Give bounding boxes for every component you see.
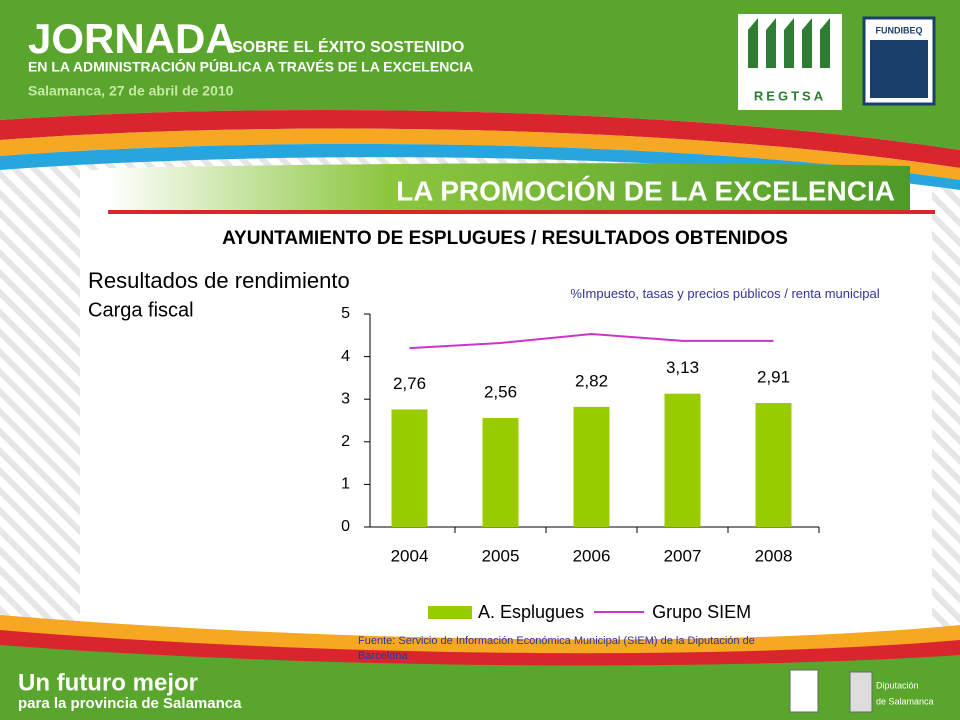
legend-swatch bbox=[428, 606, 472, 619]
x-tick-label: 2006 bbox=[573, 546, 611, 565]
bar bbox=[573, 406, 610, 527]
footer-slogan2: para la provincia de Salamanca bbox=[18, 695, 242, 712]
header-title: JORNADA bbox=[28, 15, 236, 62]
source-note: Fuente: Servicio de Información Económic… bbox=[358, 635, 755, 662]
value-label: 2,91 bbox=[757, 368, 790, 387]
value-label: 2,76 bbox=[393, 374, 426, 393]
bar bbox=[755, 403, 792, 527]
bar bbox=[391, 409, 428, 527]
logo-icon bbox=[870, 40, 928, 98]
value-label: 3,13 bbox=[666, 358, 699, 377]
header-subtitle: SOBRE EL ÉXITO SOSTENIDO bbox=[232, 37, 464, 56]
x-tick-label: 2005 bbox=[482, 546, 520, 565]
y-tick-label: 1 bbox=[341, 476, 350, 493]
slide-title: AYUNTAMIENTO DE ESPLUGUES / RESULTADOS O… bbox=[222, 228, 788, 249]
y-tick-label: 5 bbox=[341, 305, 350, 322]
stripe-orange bbox=[0, 128, 960, 180]
subheading: Carga fiscal bbox=[88, 299, 194, 321]
y-tick-label: 2 bbox=[341, 433, 350, 450]
logo-e bbox=[789, 669, 819, 713]
x-tick-label: 2008 bbox=[755, 546, 793, 565]
value-label: 2,82 bbox=[575, 371, 608, 390]
legend-label: Grupo SIEM bbox=[652, 602, 751, 622]
y-tick-label: 0 bbox=[341, 518, 350, 535]
y-tick-label: 4 bbox=[341, 348, 350, 365]
banner-line bbox=[108, 210, 935, 214]
chart-annotation: %Impuesto, tasas y precios públicos / re… bbox=[570, 286, 880, 301]
logo-text: REGTSA bbox=[754, 88, 826, 103]
chart: 0 1 2 3 4 5 2004 2005 2006 2007 2008 2,76 2,56 2,82 3,… bbox=[341, 305, 820, 622]
x-tick-label: 2007 bbox=[664, 546, 702, 565]
header-bg bbox=[0, 0, 960, 150]
legend-label: A. Esplugues bbox=[478, 602, 584, 622]
section-title: LA PROMOCIÓN DE LA EXCELENCIA bbox=[396, 175, 895, 206]
y-tick-label: 3 bbox=[341, 390, 350, 407]
logo-icon bbox=[748, 18, 830, 68]
footer-bg bbox=[0, 645, 960, 720]
header-line: EN LA ADMINISTRACIÓN PÚBLICA A TRAVÉS DE… bbox=[28, 58, 473, 75]
footer-slogan: Un futuro mejor bbox=[18, 669, 198, 696]
bar bbox=[482, 417, 519, 527]
section-banner bbox=[108, 163, 910, 210]
x-tick-label: 2004 bbox=[391, 546, 429, 565]
logo-text: FUNDIBEQ bbox=[876, 25, 923, 35]
stripe-blue bbox=[0, 143, 960, 190]
footer-logo-text: de Salamanca bbox=[876, 696, 934, 706]
value-label: 2,56 bbox=[484, 382, 517, 401]
footer-logo-text: Diputación bbox=[876, 680, 919, 690]
header-date: Salamanca, 27 de abril de 2010 bbox=[28, 83, 234, 99]
heading: Resultados de rendimiento bbox=[88, 268, 350, 293]
line bbox=[409, 333, 774, 350]
bar bbox=[664, 393, 701, 527]
logo-shield bbox=[849, 671, 873, 713]
stripe-red bbox=[0, 110, 960, 168]
